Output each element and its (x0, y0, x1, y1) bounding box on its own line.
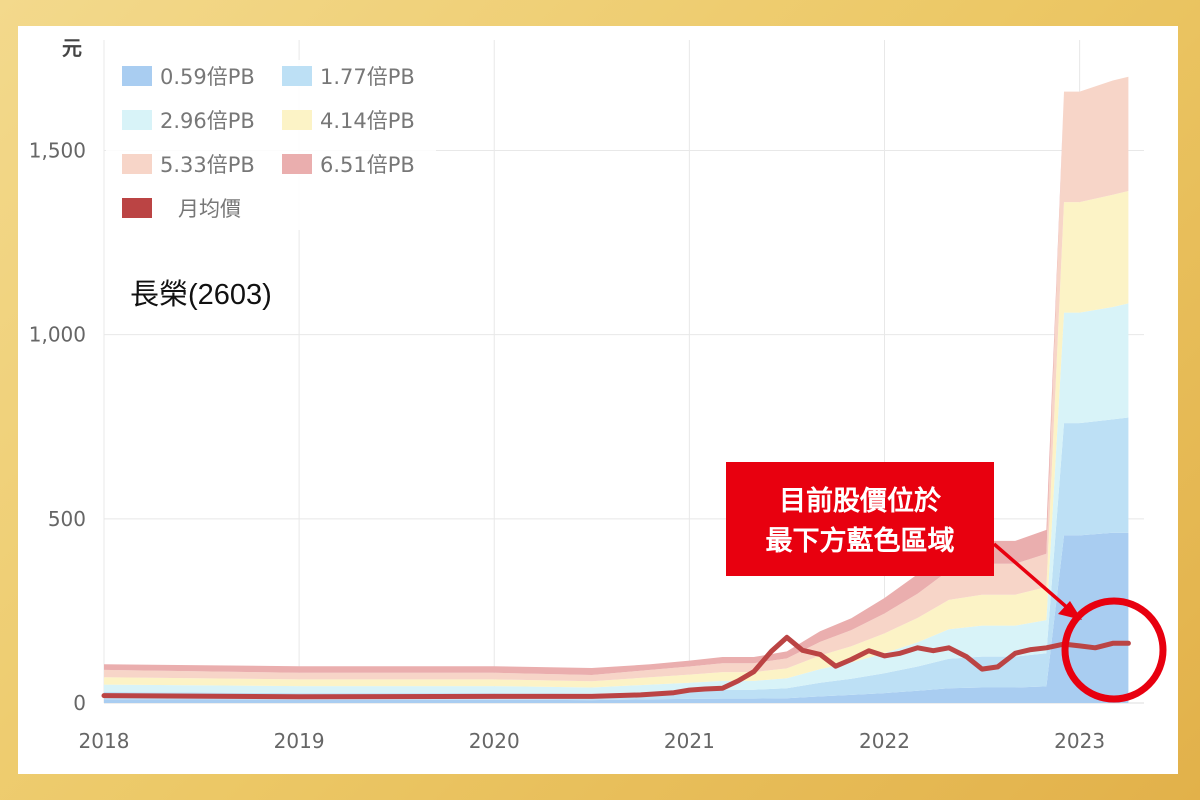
callout-box (726, 462, 994, 576)
y-axis-ticks: 0 500 1,000 1,500 (29, 139, 86, 716)
x-axis-ticks: 2018 2019 2020 2021 2022 2023 (79, 729, 1106, 753)
legend-swatch (282, 66, 312, 86)
legend-swatch (122, 110, 152, 130)
legend-label: 月均價 (178, 197, 241, 221)
callout-arrow (992, 542, 1072, 612)
chart-legend: 0.59倍PB 1.77倍PB 2.96倍PB 4.14倍PB 5.33倍PB 6.51倍… (106, 60, 436, 230)
legend-label: 5.33倍PB (160, 153, 255, 177)
callout: 目前股價位於 最下方藍色區域 (726, 462, 1167, 703)
legend-label: 1.77倍PB (320, 65, 415, 89)
band-area-2 (104, 417, 1129, 701)
legend-swatch (122, 198, 152, 218)
x-tick-label: 2021 (664, 729, 715, 753)
legend-background (106, 60, 436, 230)
callout-line-2: 最下方藍色區域 (766, 525, 955, 557)
band-area-4 (104, 191, 1129, 688)
x-tick-label: 2019 (274, 729, 325, 753)
x-tick-label: 2020 (469, 729, 520, 753)
x-tick-label: 2023 (1054, 729, 1105, 753)
price-line (101, 634, 1131, 700)
highlight-circle (1061, 597, 1167, 703)
pb-river-chart: 2018 2019 2020 2021 2022 2023 05001,0001,500 … (29, 36, 1167, 753)
y-tick-label: 1,500 (29, 139, 86, 163)
legend-label: 2.96倍PB (160, 109, 255, 133)
legend-swatch (122, 154, 152, 174)
legend-label: 0.59倍PB (160, 65, 255, 89)
price-line-layer (101, 634, 1131, 700)
chart-panel: 2018 2019 2020 2021 2022 2023 0 500 1,000 1,500 … (18, 26, 1178, 774)
legend-label: 4.14倍PB (320, 109, 415, 133)
x-tick-label: 2022 (859, 729, 910, 753)
y-unit-label: 元 (62, 36, 82, 60)
legend-swatch (282, 154, 312, 174)
band-area-3 (104, 303, 1129, 694)
pb-bands (104, 76, 1129, 703)
legend-swatch (282, 110, 312, 130)
y-tick-label: 500 (48, 507, 86, 531)
legend-label: 6.51倍PB (320, 153, 415, 177)
callout-line-1: 目前股價位於 (779, 485, 942, 517)
legend-swatch (122, 66, 152, 86)
x-tick-label: 2018 (79, 729, 130, 753)
stock-label: 長榮(2603) (130, 278, 272, 311)
y-tick-label: 1,000 (29, 323, 86, 347)
y-tick-label: 0 (73, 691, 86, 715)
